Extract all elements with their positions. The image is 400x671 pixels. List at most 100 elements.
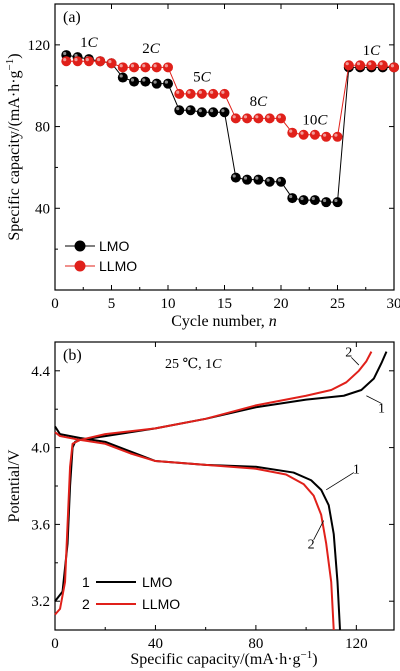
data-point-highlight [243,115,248,119]
data-point-highlight [289,129,293,133]
panel-b-legend: 1 LMO 2 LLMO [82,574,180,612]
data-point-lmo [219,107,230,118]
data-point-lmo [321,197,332,208]
data-point-highlight [277,178,281,182]
data-point-highlight [232,174,236,178]
series-llmo-profile [54,351,373,631]
data-point-highlight [311,196,315,201]
curve-leader-line [366,395,382,404]
data-point-highlight [63,51,67,56]
data-point-lmo [298,195,309,206]
data-point-lmo [117,72,128,83]
panel-b-label: (b) [63,347,82,364]
data-point-highlight [164,80,168,84]
legend-lmo-label: LMO [99,238,129,254]
data-point-highlight [334,198,338,203]
data-point-lmo [242,174,253,185]
data-point-llmo [366,60,377,71]
data-point-highlight [198,90,202,94]
panel-a-rate-capability-chart: (a) 0 5 10 15 20 25 30 40 80 120 1C 2C 5C 8C 10C 1C L… [4,3,400,330]
data-point-highlight [300,131,304,135]
curve-number-label: 2 [345,346,352,361]
data-point-llmo [276,113,286,124]
data-point-lmo [276,176,286,187]
data-point-llmo [151,62,162,73]
data-point-highlight [345,62,349,66]
data-point-llmo [230,113,241,124]
legend-llmo-label: LLMO [99,258,137,274]
data-point-llmo [129,62,140,73]
series-lmo-profile [54,351,388,631]
y-tick-label: 40 [35,201,50,217]
curve-leader-line [325,472,355,491]
rate-label: 5C [193,70,212,86]
discharge-curve-llmo [54,431,335,631]
data-point-llmo [377,60,388,71]
data-point-highlight [63,58,67,62]
data-point-llmo [321,131,332,142]
data-point-llmo [163,62,173,73]
curve-leader-line [351,357,360,366]
x-tick-label: 20 [274,296,289,312]
data-point-highlight [289,194,293,199]
x-tick-label: 25 [330,296,345,312]
panel-b-x-axis: 0 40 80 120 [51,342,368,652]
data-point-lmo [253,174,264,185]
data-point-llmo [264,113,275,124]
data-point-llmo [83,56,94,67]
data-point-llmo [95,56,106,67]
panel-a-rate-labels: 1C 2C 5C 8C 10C 1C [80,35,381,129]
curve-number-label: 1 [378,401,385,416]
panel-b-y-axis-title: Potential/V [6,449,23,522]
data-point-highlight [130,78,135,82]
series-llmo [61,56,399,142]
rate-label: 10C [302,113,328,129]
data-point-llmo [208,88,219,99]
x-tick-label: 120 [345,636,368,652]
data-point-highlight [323,198,327,203]
legend-llmo-marker [74,260,86,272]
panel-b-condition-label: 25 ℃, 1C [165,357,222,372]
panel-a-y-axis: 40 80 120 [28,3,394,250]
panel-b-series [54,351,388,631]
data-point-highlight [243,176,248,180]
rate-label: 2C [142,41,161,57]
rate-label: 1C [363,43,382,59]
curve-number-label: 1 [353,463,360,478]
data-point-highlight [379,62,383,66]
data-point-llmo [287,127,298,138]
data-point-highlight [119,64,123,68]
data-point-highlight [323,133,327,137]
data-point-lmo [185,105,196,116]
panel-b-y-axis: 3.2 3.6 4.0 4.4 [31,364,394,610]
y-tick-label: 4.4 [31,364,50,380]
x-tick-label: 5 [108,296,116,312]
data-point-highlight [210,109,214,113]
data-point-llmo [117,62,128,73]
data-point-lmo [140,76,151,87]
data-point-highlight [108,60,112,64]
x-tick-label: 0 [51,296,59,312]
data-point-llmo [253,113,264,124]
panel-b-x-axis-title: Specific capacity/(mA·h·g−1) [130,649,317,668]
data-point-llmo [332,131,343,142]
data-point-highlight [221,90,225,94]
series-line-lmo [66,54,394,203]
data-point-llmo [309,129,320,140]
x-tick-label: 80 [248,636,263,652]
data-point-lmo [264,176,275,187]
data-point-llmo [343,60,354,71]
data-point-highlight [187,107,191,111]
data-point-highlight [153,64,157,68]
data-point-highlight [74,58,78,62]
rate-label: 1C [80,35,99,51]
x-tick-label: 15 [217,296,232,312]
data-point-lmo [208,107,219,118]
data-point-highlight [142,78,146,82]
series-lmo [61,50,399,208]
data-point-lmo [309,195,320,206]
x-tick-label: 10 [161,296,176,312]
y-tick-label: 3.6 [31,517,50,533]
data-point-lmo [287,193,298,204]
legend-2-number: 2 [82,596,90,612]
